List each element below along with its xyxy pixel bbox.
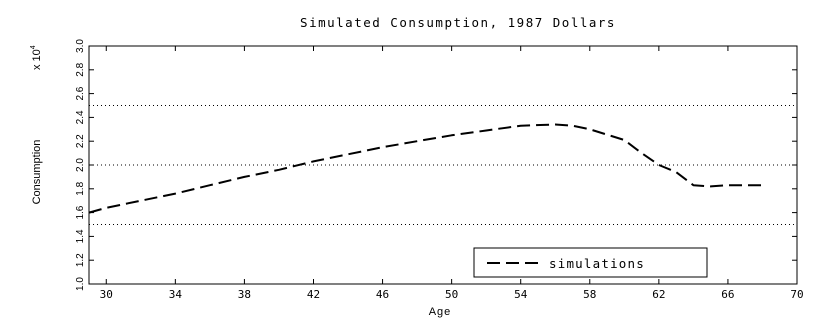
x-tick-label: 42 [307, 288, 320, 301]
x-tick-label: 62 [652, 288, 665, 301]
x-tick-label: 50 [445, 288, 458, 301]
svg-text:x 104: x 104 [30, 45, 43, 70]
gridlines [89, 105, 797, 225]
x-tick-label: 70 [790, 288, 803, 301]
y-tick-label: 2.6 [75, 86, 86, 100]
y-tick-label: 1.4 [75, 229, 86, 243]
x-tick-label: 38 [238, 288, 251, 301]
y-axis-label: Consumption [31, 140, 43, 205]
y-tick-label: 2.0 [75, 158, 86, 172]
y-tick-label: 3.0 [75, 39, 86, 53]
series-line-simulations [88, 123, 763, 214]
y-tick-label: 2.8 [75, 62, 86, 76]
legend: simulations [473, 247, 708, 278]
x-tick-label: 66 [721, 288, 734, 301]
series-group [88, 123, 763, 214]
y-axis-multiplier: x 104 [30, 45, 43, 70]
x-tick-label: 46 [376, 288, 389, 301]
y-tick-label: 2.2 [75, 134, 86, 148]
x-axis-ticks: 30 34 38 42 46 50 54 58 62 66 70 [100, 46, 804, 301]
x-tick-label: 54 [514, 288, 528, 301]
y-tick-label: 1.2 [75, 253, 86, 267]
y-multiplier-exponent: 4 [30, 45, 37, 49]
y-tick-label: 1.0 [75, 277, 86, 291]
y-tick-label: 1.8 [75, 181, 86, 195]
legend-label-simulations: simulations [549, 256, 645, 271]
y-tick-label: 2.4 [75, 110, 86, 124]
x-tick-label: 34 [169, 288, 183, 301]
chart-title: Simulated Consumption, 1987 Dollars [300, 15, 616, 30]
x-tick-label: 58 [583, 288, 596, 301]
x-axis-label: Age [429, 306, 452, 318]
y-multiplier-base: x 10 [31, 49, 43, 70]
y-tick-label: 1.6 [75, 205, 86, 219]
y-axis-ticks: 1.0 1.2 1.4 1.6 1.8 2.0 2.2 2.4 2.6 2.8 3.0 [75, 39, 797, 291]
x-tick-label: 30 [100, 288, 113, 301]
